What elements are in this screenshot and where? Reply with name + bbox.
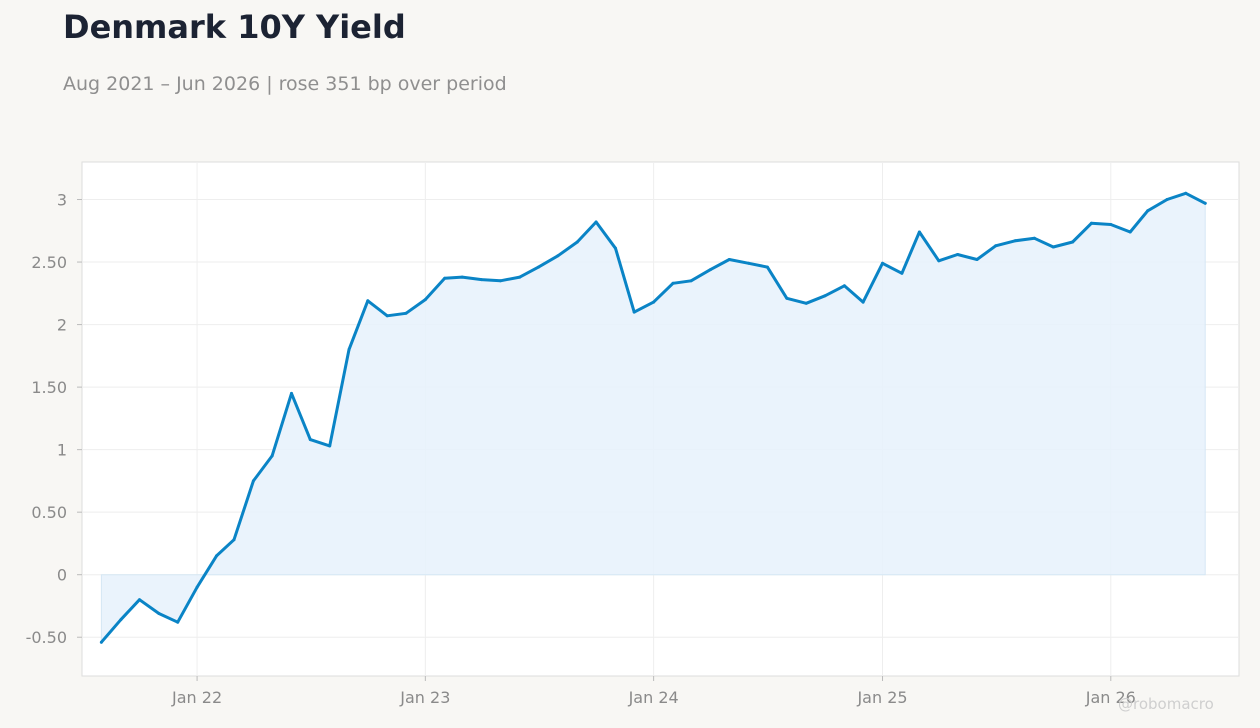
data-point (460, 275, 464, 279)
data-point (861, 300, 865, 304)
data-point (176, 620, 180, 624)
data-point (956, 253, 960, 256)
data-point (632, 310, 636, 314)
data-point (709, 268, 712, 272)
data-point (1033, 236, 1036, 240)
x-axis: Jan 22 Jan 23 Jan 24 Jan 25 Jan 26 (171, 676, 1136, 707)
data-point (594, 220, 598, 224)
data-point (157, 612, 161, 615)
y-tick-label: 2.50 (31, 253, 67, 272)
data-point (195, 585, 199, 589)
data-point (1089, 221, 1093, 225)
y-tick-label: 1 (57, 441, 67, 460)
series-group (99, 191, 1207, 644)
data-point (1109, 223, 1113, 226)
data-point (994, 244, 998, 248)
y-tick-label: 2 (57, 316, 67, 335)
data-point (328, 444, 332, 448)
data-point (423, 298, 427, 302)
data-point (900, 271, 904, 275)
data-point (785, 296, 789, 300)
data-point (727, 258, 731, 261)
x-tick-label: Jan 24 (628, 688, 679, 707)
data-point (498, 279, 502, 283)
data-point (1146, 209, 1150, 213)
data-point (652, 300, 656, 304)
data-point (747, 261, 751, 265)
data-point (614, 246, 617, 250)
data-point (1051, 245, 1055, 249)
data-point (671, 281, 675, 285)
data-point (1071, 240, 1075, 244)
chart-title: Denmark 10Y Yield (63, 8, 406, 46)
data-point (937, 259, 941, 263)
data-point (119, 618, 123, 622)
data-point (881, 261, 884, 265)
data-point (537, 265, 540, 269)
chart-subtitle: Aug 2021 – Jun 2026 | rose 351 bp over p… (63, 73, 507, 95)
data-point (138, 598, 141, 602)
data-point (975, 258, 979, 261)
x-tick-label: Jan 22 (171, 688, 222, 707)
data-point (232, 538, 236, 542)
data-point (804, 301, 808, 305)
data-point (385, 314, 389, 318)
data-point (689, 279, 693, 283)
data-point (1165, 198, 1169, 201)
data-point (556, 254, 560, 258)
data-point (347, 348, 351, 352)
data-point (823, 294, 827, 298)
data-point (1128, 230, 1132, 234)
x-tick-label: Jan 26 (1085, 688, 1136, 707)
x-tick-label: Jan 25 (856, 688, 907, 707)
data-point (404, 311, 408, 315)
data-point (251, 479, 255, 483)
y-tick-label: 0.50 (31, 503, 67, 522)
data-point (518, 275, 522, 279)
y-tick-label: 3 (57, 191, 67, 210)
y-axis: -0.50 0 0.50 1 1.50 2 2.50 3 (26, 191, 82, 647)
y-tick-label: 0 (57, 566, 67, 585)
data-point (1184, 191, 1188, 195)
data-point (443, 276, 447, 280)
data-point (917, 230, 921, 234)
data-point (99, 640, 103, 644)
watermark: @robomacro (1118, 695, 1214, 713)
y-tick-label: -0.50 (26, 628, 67, 647)
data-point (1203, 201, 1207, 205)
data-point (1013, 239, 1017, 243)
y-tick-label: 1.50 (31, 378, 67, 397)
data-point (842, 284, 846, 288)
data-point (270, 454, 274, 458)
data-point (215, 554, 218, 558)
data-point (480, 278, 484, 282)
data-point (575, 240, 579, 244)
data-point (366, 299, 370, 303)
x-tick-label: Jan 23 (399, 688, 450, 707)
data-point (290, 391, 293, 395)
data-point (308, 438, 312, 442)
data-point (765, 265, 769, 269)
